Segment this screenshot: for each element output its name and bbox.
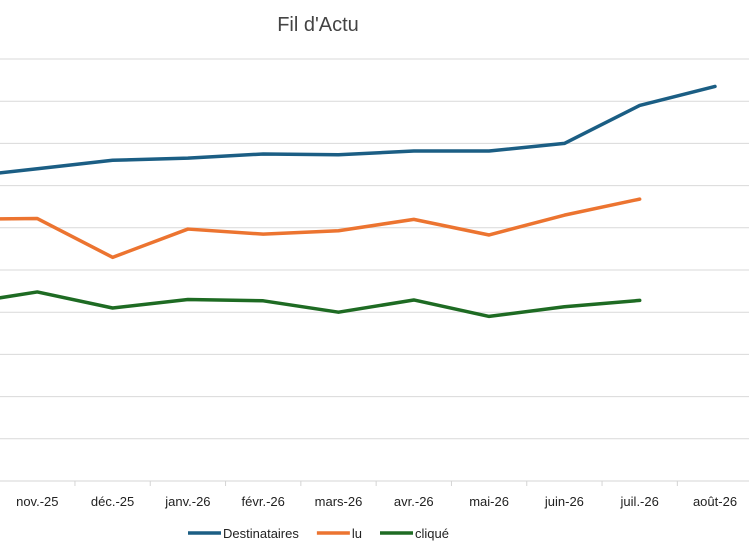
legend-label: cliqué (415, 526, 449, 541)
x-tick-label: janv.-26 (164, 494, 210, 509)
legend-label: lu (352, 526, 362, 541)
x-tick-label: mars-26 (315, 494, 363, 509)
series-line (0, 197, 642, 260)
x-tick-label: août-26 (693, 494, 737, 509)
legend-label: Destinataires (223, 526, 299, 541)
series-line (0, 290, 642, 319)
x-tick-label: mai-26 (469, 494, 509, 509)
x-tick-label: déc.-25 (91, 494, 134, 509)
x-tick-label: juil.-26 (620, 494, 659, 509)
series-line (0, 84, 717, 175)
x-axis-ticks: nov.-25 déc.-25 janv.-26 févr.-26 mars-26 avr… (16, 481, 737, 509)
x-tick-label: nov.-25 (16, 494, 58, 509)
series-lines (0, 84, 717, 319)
legend-item: lu (316, 526, 362, 541)
x-tick-label: févr.-26 (242, 494, 285, 509)
legend: Destinataires lu cliqué (188, 526, 449, 541)
legend-item: Destinataires (188, 526, 299, 541)
chart-title: Fil d'Actu (277, 14, 359, 36)
gridlines (0, 58, 749, 440)
legend-item: cliqué (380, 526, 449, 541)
x-tick-label: avr.-26 (394, 494, 434, 509)
x-tick-label: juin-26 (544, 494, 584, 509)
